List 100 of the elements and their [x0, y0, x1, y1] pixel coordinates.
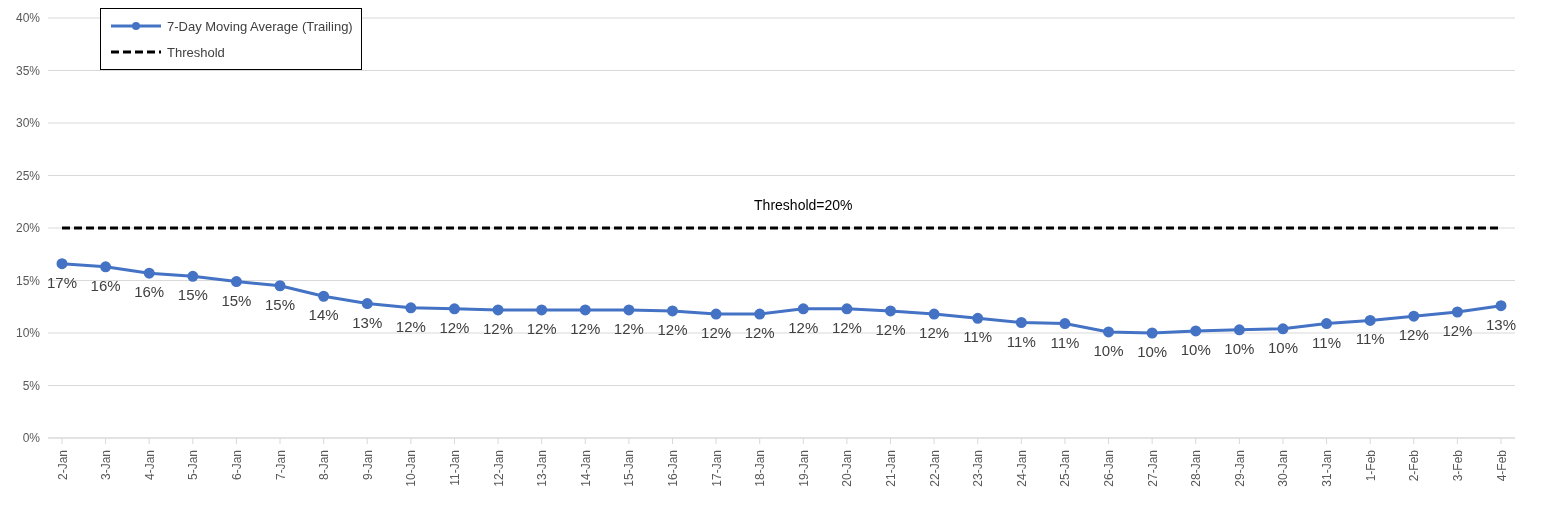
x-tick-label: 29-Jan	[1232, 450, 1247, 487]
point	[274, 280, 286, 292]
point	[536, 304, 548, 316]
data-label: 11%	[1355, 330, 1385, 348]
point	[1495, 300, 1507, 312]
x-tick-label: 17-Jan	[709, 450, 724, 487]
point	[56, 258, 68, 270]
data-label: 12%	[919, 324, 950, 342]
data-label: 11%	[963, 328, 993, 346]
x-tick-label: 7-Jan	[273, 450, 288, 481]
x-tick-label: 16-Jan	[666, 450, 680, 487]
x-tick-label: 2-Feb	[1407, 449, 1422, 482]
annotation: Threshold=20%	[754, 197, 853, 213]
legend-label: Threshold	[167, 44, 225, 60]
point	[405, 302, 417, 314]
data-label: 12%	[788, 318, 819, 336]
point	[1233, 324, 1245, 336]
data-label: 13%	[1485, 315, 1517, 333]
x-tick-label: 21-Jan	[884, 450, 899, 487]
data-label: 10%	[1224, 339, 1255, 357]
point	[448, 303, 460, 315]
data-label: 12%	[613, 319, 644, 337]
data-label: 12%	[875, 320, 906, 338]
data-label: 12%	[744, 324, 775, 342]
point	[885, 305, 897, 317]
x-tick-label: 3-Jan	[99, 450, 114, 481]
y-tick-label: 35%	[15, 63, 41, 78]
x-tick-label: 28-Jan	[1189, 450, 1204, 487]
x-tick-label: 6-Jan	[229, 450, 244, 481]
point	[1451, 306, 1463, 318]
point	[710, 308, 722, 320]
y-tick-label: 5%	[22, 378, 41, 393]
data-label: 10%	[1137, 343, 1168, 360]
point	[797, 303, 809, 315]
x-tick-label: 24-Jan	[1014, 450, 1029, 487]
x-tick-label: 10-Jan	[404, 450, 419, 487]
x-tick-label: 26-Jan	[1102, 450, 1117, 487]
point	[841, 303, 853, 315]
data-label: 11%	[1312, 333, 1342, 351]
data-label: 10%	[1093, 341, 1124, 359]
data-label: 15%	[265, 295, 296, 313]
data-label: 12%	[1398, 326, 1429, 344]
point	[579, 304, 591, 316]
legend-label: 7-Day Moving Average (Trailing)	[167, 18, 353, 34]
x-tick-label: 2-Jan	[55, 450, 70, 481]
point	[666, 305, 678, 317]
point	[1103, 326, 1115, 338]
point	[318, 290, 330, 302]
y-tick-label: 30%	[15, 116, 41, 131]
data-label: 14%	[308, 306, 339, 324]
y-tick-label: 20%	[15, 221, 41, 236]
point	[1059, 318, 1071, 330]
point	[361, 298, 373, 310]
x-tick-label: 12-Jan	[491, 450, 506, 487]
x-tick-label: 8-Jan	[317, 450, 332, 481]
point	[100, 261, 112, 273]
x-tick-label: 20-Jan	[840, 450, 855, 487]
data-label: 10%	[1180, 340, 1211, 358]
point	[187, 270, 199, 282]
x-tick-label: 5-Jan	[186, 450, 201, 481]
point	[1015, 317, 1027, 328]
x-tick-label: 19-Jan	[796, 450, 811, 487]
data-label: 15%	[177, 286, 208, 304]
point	[1146, 327, 1158, 339]
data-label: 12%	[831, 318, 862, 336]
x-tick-label: 1-Feb	[1363, 449, 1378, 482]
x-tick-label: 15-Jan	[622, 450, 637, 487]
x-tick-label: 4-Feb	[1494, 449, 1509, 482]
x-tick-label: 25-Jan	[1058, 450, 1073, 487]
x-tick-label: 9-Jan	[360, 450, 375, 481]
point	[623, 304, 635, 316]
data-label: 12%	[526, 319, 557, 337]
data-label: 12%	[657, 320, 688, 338]
x-tick-label: 11-Jan	[447, 450, 462, 486]
x-tick-label: 22-Jan	[927, 450, 942, 487]
point	[1408, 310, 1420, 322]
x-tick-label: 23-Jan	[971, 450, 986, 487]
data-label: 11%	[1006, 332, 1036, 350]
data-label: 15%	[221, 291, 252, 309]
point	[1321, 318, 1333, 330]
point	[928, 308, 940, 320]
data-label: 12%	[701, 324, 732, 342]
x-tick-label: 14-Jan	[578, 450, 593, 487]
x-tick-label: 30-Jan	[1276, 450, 1291, 487]
x-tick-label: 4-Jan	[142, 450, 157, 481]
point	[492, 304, 504, 316]
y-tick-label: 25%	[15, 168, 41, 183]
data-label: 10%	[1267, 338, 1298, 356]
data-label: 12%	[483, 319, 514, 337]
data-label: 12%	[395, 317, 426, 335]
x-tick-label: 31-Jan	[1320, 450, 1335, 487]
data-label: 11%	[1050, 333, 1080, 351]
data-label: 16%	[90, 276, 121, 294]
point	[972, 312, 984, 324]
point	[754, 308, 766, 320]
data-label: 12%	[1442, 322, 1473, 339]
y-tick-label: 10%	[15, 326, 41, 341]
point	[1277, 323, 1289, 335]
x-tick-label: 13-Jan	[535, 450, 550, 487]
x-tick-label: 18-Jan	[753, 450, 768, 487]
